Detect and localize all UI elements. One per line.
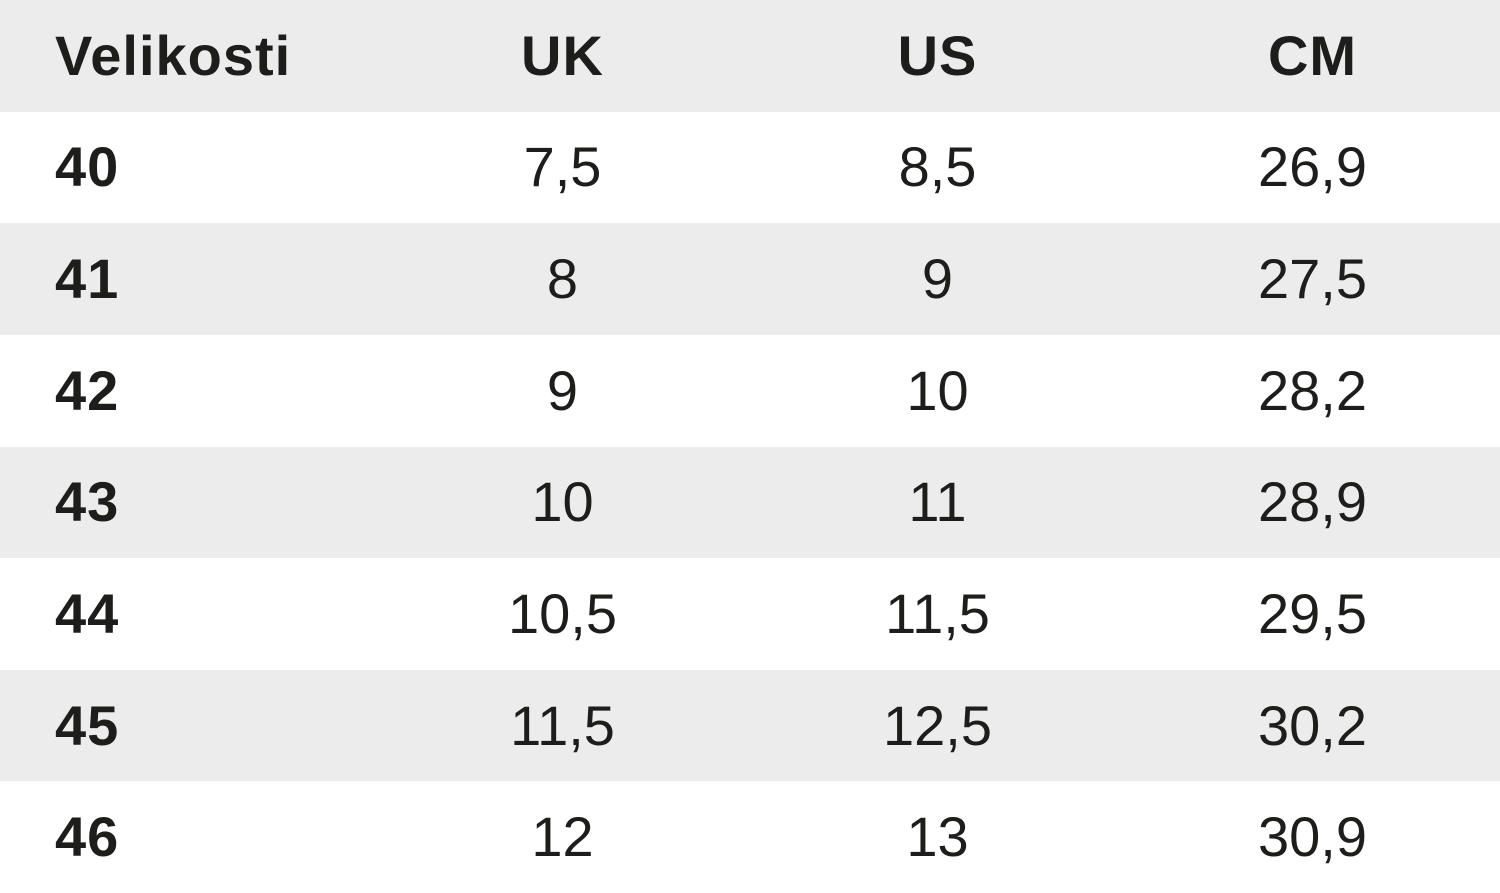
table-row-size-40: 40 7,5 8,5 26,9 <box>0 111 1500 224</box>
us-cell: 8,5 <box>898 135 977 199</box>
uk-cell: 8 <box>546 247 579 311</box>
uk-cell: 10 <box>531 470 594 534</box>
size-cell: 45 <box>55 693 120 757</box>
uk-cell: 12 <box>531 805 594 869</box>
header-cell-velikosti: Velikosti <box>55 23 292 87</box>
size-cell: 42 <box>55 358 120 422</box>
table-row-size-42: 42 9 10 28,2 <box>0 334 1500 447</box>
table-row-size-46: 46 12 13 30,9 <box>0 781 1500 893</box>
table-header-row: Velikosti UK US CM <box>0 0 1500 112</box>
table-row-size-41: 41 8 9 27,5 <box>0 223 1500 335</box>
uk-cell: 11,5 <box>510 693 615 757</box>
uk-cell: 7,5 <box>523 135 602 199</box>
size-cell: 41 <box>55 247 120 311</box>
size-cell: 46 <box>55 805 120 869</box>
cm-cell: 30,9 <box>1258 805 1367 869</box>
cm-cell: 28,2 <box>1258 358 1367 422</box>
table-row-size-43: 43 10 11 28,9 <box>0 446 1500 559</box>
us-cell: 13 <box>906 805 969 869</box>
uk-cell: 9 <box>546 358 579 422</box>
us-cell: 11 <box>908 470 967 534</box>
cm-cell: 29,5 <box>1258 581 1367 645</box>
table-row-size-45: 45 11,5 12,5 30,2 <box>0 669 1500 782</box>
header-cell-us: US <box>897 23 978 87</box>
header-cell-cm: CM <box>1267 23 1358 87</box>
table-row-size-44: 44 10,5 11,5 29,5 <box>0 558 1500 670</box>
us-cell: 10 <box>906 358 969 422</box>
size-cell: 40 <box>55 135 120 199</box>
size-cell: 43 <box>55 470 120 534</box>
us-cell: 11,5 <box>885 581 990 645</box>
cm-cell: 26,9 <box>1258 135 1367 199</box>
header-cell-uk: UK <box>521 23 604 87</box>
cm-cell: 27,5 <box>1258 247 1367 311</box>
us-cell: 12,5 <box>883 693 992 757</box>
size-cell: 44 <box>55 581 120 645</box>
us-cell: 9 <box>921 247 954 311</box>
cm-cell: 28,9 <box>1258 470 1367 534</box>
cm-cell: 30,2 <box>1258 693 1367 757</box>
uk-cell: 10,5 <box>508 581 617 645</box>
